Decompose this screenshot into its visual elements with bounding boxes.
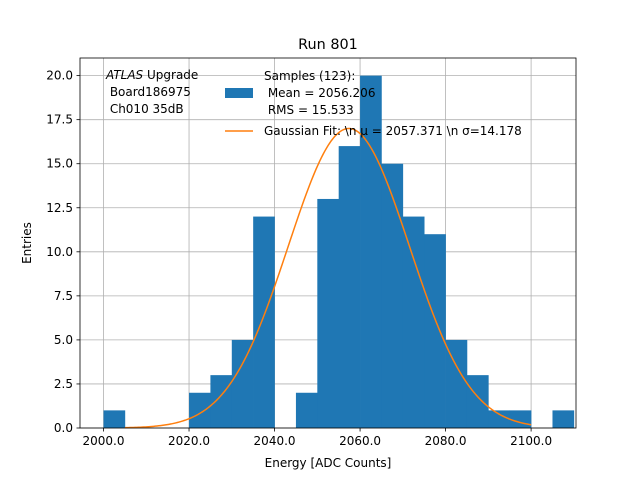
histogram-bar [360,75,382,428]
x-tick-label: 2040.0 [254,434,296,448]
y-axis-label: Entries [20,222,34,264]
histogram-bar [445,339,468,428]
legend-samples-line-2: Mean = 2056.206 [264,86,375,100]
histogram-bar [402,216,425,428]
histogram-bar [295,392,318,428]
y-axis-ticks: 0.0 2.5 5.0 7.5 10.0 12.5 15.0 17.5 20.0 [46,69,80,435]
annotation-italic: ATLAS [105,68,144,82]
legend: Samples (123): Mean = 2056.206 RMS = 15.… [225,69,522,138]
histogram-bar [488,410,511,428]
histogram-bar [424,234,446,428]
histogram-bar [552,410,575,428]
histogram-bar [381,163,404,428]
histogram-bars [103,75,575,428]
y-tick-label: 5.0 [54,333,73,347]
legend-histogram-swatch [225,88,253,98]
annotation-line-1: ATLAS Upgrade [105,68,198,82]
annotation-line-2: Board186975 [106,85,191,99]
annotation-box: ATLAS Upgrade Board186975 Ch010 35dB [105,68,198,116]
histogram-bar [509,410,532,428]
y-tick-label: 15.0 [46,157,73,171]
y-tick-label: 12.5 [46,201,73,215]
y-tick-label: 20.0 [46,69,73,83]
x-axis-ticks: 2000.0 2020.0 2040.0 2060.0 2080.0 2100.0 [83,428,552,448]
y-tick-label: 10.0 [46,245,73,259]
histogram-bar [338,146,361,428]
y-tick-label: 7.5 [54,289,73,303]
x-tick-label: 2020.0 [168,434,210,448]
gaussian-fit-curve [124,127,532,429]
histogram-bar [210,375,233,428]
plot-frame [79,57,577,429]
histogram-bar [103,410,126,428]
x-axis-label: Energy [ADC Counts] [265,456,392,470]
legend-samples-line-1: Samples (123): [264,69,355,83]
histogram-bar [317,198,339,428]
x-tick-label: 2100.0 [510,434,552,448]
x-tick-label: 2060.0 [339,434,381,448]
annotation-line-3: Ch010 35dB [106,102,184,116]
histogram-bar [189,392,211,428]
histogram-bar [231,339,254,428]
y-tick-label: 0.0 [54,421,73,435]
histogram-bar [466,375,489,428]
chart-title: Run 801 [298,37,358,53]
y-tick-label: 2.5 [54,377,73,391]
histogram-bar [253,216,275,428]
x-tick-label: 2080.0 [425,434,467,448]
annotation-upgrade: Upgrade [143,68,198,82]
legend-samples-line-3: RMS = 15.533 [264,103,354,117]
legend-fit-label: Gaussian Fit: \n μ = 2057.371 \n σ=14.17… [264,124,522,138]
y-tick-label: 17.5 [46,113,73,127]
x-tick-label: 2000.0 [83,434,125,448]
